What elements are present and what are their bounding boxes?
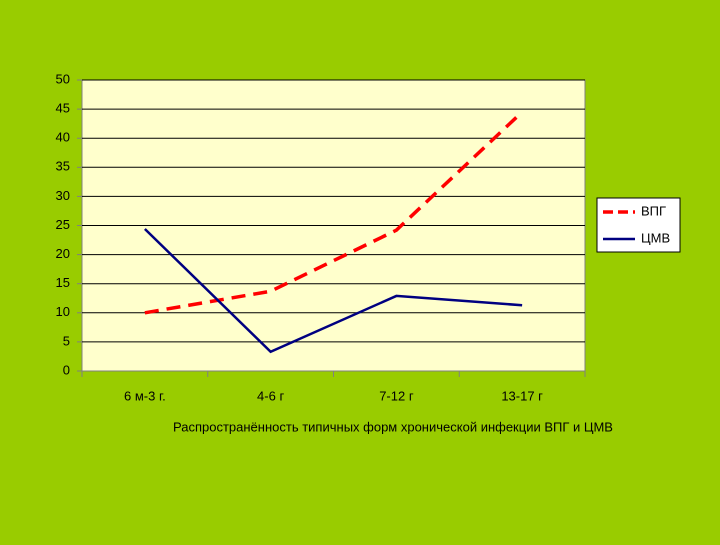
y-tick-label: 30 [56, 188, 70, 203]
x-tick-label: 4-6 г [257, 388, 284, 403]
y-tick-label: 35 [56, 159, 70, 174]
series-line [144, 228, 523, 354]
x-tick-label: 13-17 г [501, 388, 543, 403]
x-tick-label: 6 м-3 г. [124, 388, 166, 403]
series-line [144, 110, 524, 315]
y-tick-label: 15 [56, 275, 70, 290]
legend-box [596, 197, 681, 253]
y-tick-label: 5 [63, 333, 70, 348]
legend-label: ВПГ [641, 203, 666, 218]
y-tick-label: 0 [63, 362, 70, 377]
x-axis-label: Распространённость типичных форм хрониче… [173, 419, 613, 434]
x-tick-label: 7-12 г [379, 388, 414, 403]
y-tick-label: 25 [56, 217, 70, 232]
y-tick-label: 10 [56, 304, 70, 319]
y-tick-label: 45 [56, 101, 70, 116]
y-tick-label: 40 [56, 130, 70, 145]
y-tick-label: 50 [56, 71, 70, 86]
y-tick-label: 20 [56, 246, 70, 261]
legend-label: ЦМВ [641, 230, 670, 245]
